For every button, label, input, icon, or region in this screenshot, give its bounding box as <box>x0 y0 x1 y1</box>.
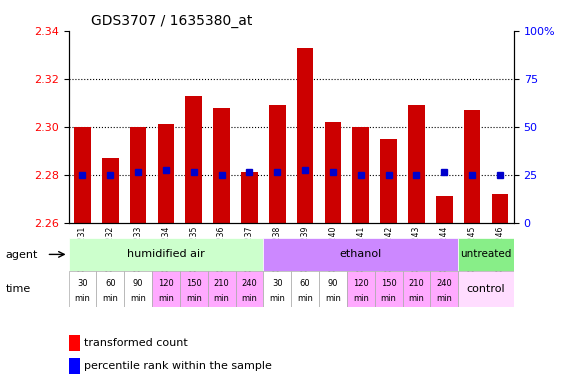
Text: untreated: untreated <box>460 249 512 260</box>
Text: 120: 120 <box>158 279 174 288</box>
Bar <box>436 196 453 223</box>
FancyBboxPatch shape <box>375 271 403 307</box>
FancyBboxPatch shape <box>319 271 347 307</box>
FancyBboxPatch shape <box>152 271 180 307</box>
Bar <box>492 194 508 223</box>
Text: min: min <box>74 294 90 303</box>
FancyBboxPatch shape <box>235 271 263 307</box>
Text: min: min <box>186 294 202 303</box>
Text: ethanol: ethanol <box>340 249 382 260</box>
Bar <box>269 105 286 223</box>
FancyBboxPatch shape <box>263 238 458 271</box>
Text: 210: 210 <box>409 279 424 288</box>
FancyBboxPatch shape <box>69 238 263 271</box>
FancyBboxPatch shape <box>403 271 431 307</box>
Text: min: min <box>353 294 369 303</box>
Bar <box>102 158 119 223</box>
Bar <box>297 48 313 223</box>
Bar <box>241 172 258 223</box>
FancyBboxPatch shape <box>291 271 319 307</box>
Text: 120: 120 <box>353 279 369 288</box>
Bar <box>69 358 79 374</box>
Bar <box>380 139 397 223</box>
FancyBboxPatch shape <box>263 271 291 307</box>
Text: min: min <box>242 294 258 303</box>
Bar <box>74 127 91 223</box>
Text: 60: 60 <box>105 279 115 288</box>
Text: transformed count: transformed count <box>84 338 188 348</box>
FancyBboxPatch shape <box>208 271 235 307</box>
Text: GDS3707 / 1635380_at: GDS3707 / 1635380_at <box>91 14 252 28</box>
Text: 240: 240 <box>436 279 452 288</box>
FancyBboxPatch shape <box>431 271 458 307</box>
Bar <box>186 96 202 223</box>
Text: 90: 90 <box>328 279 338 288</box>
Bar <box>214 108 230 223</box>
Text: time: time <box>6 284 31 294</box>
Bar <box>408 105 425 223</box>
Text: control: control <box>467 284 505 294</box>
Text: 150: 150 <box>381 279 396 288</box>
Text: min: min <box>158 294 174 303</box>
Text: min: min <box>297 294 313 303</box>
Text: percentile rank within the sample: percentile rank within the sample <box>84 361 272 371</box>
FancyBboxPatch shape <box>69 271 96 307</box>
Bar <box>324 122 341 223</box>
Bar <box>158 124 174 223</box>
Text: min: min <box>436 294 452 303</box>
Text: min: min <box>102 294 118 303</box>
Text: min: min <box>130 294 146 303</box>
Text: min: min <box>408 294 424 303</box>
Text: min: min <box>381 294 397 303</box>
Bar <box>464 110 480 223</box>
Text: 240: 240 <box>242 279 258 288</box>
FancyBboxPatch shape <box>347 271 375 307</box>
FancyBboxPatch shape <box>458 238 514 271</box>
Text: min: min <box>270 294 286 303</box>
FancyBboxPatch shape <box>180 271 208 307</box>
Text: agent: agent <box>6 250 38 260</box>
Text: 210: 210 <box>214 279 230 288</box>
FancyBboxPatch shape <box>124 271 152 307</box>
Text: humidified air: humidified air <box>127 249 205 260</box>
FancyBboxPatch shape <box>96 271 124 307</box>
Text: 30: 30 <box>272 279 283 288</box>
Text: 30: 30 <box>77 279 88 288</box>
Text: 150: 150 <box>186 279 202 288</box>
Bar <box>69 335 79 351</box>
Text: 90: 90 <box>133 279 143 288</box>
Bar <box>352 127 369 223</box>
Text: min: min <box>214 294 230 303</box>
Text: 60: 60 <box>300 279 311 288</box>
Text: min: min <box>325 294 341 303</box>
Bar <box>130 127 146 223</box>
FancyBboxPatch shape <box>458 271 514 307</box>
